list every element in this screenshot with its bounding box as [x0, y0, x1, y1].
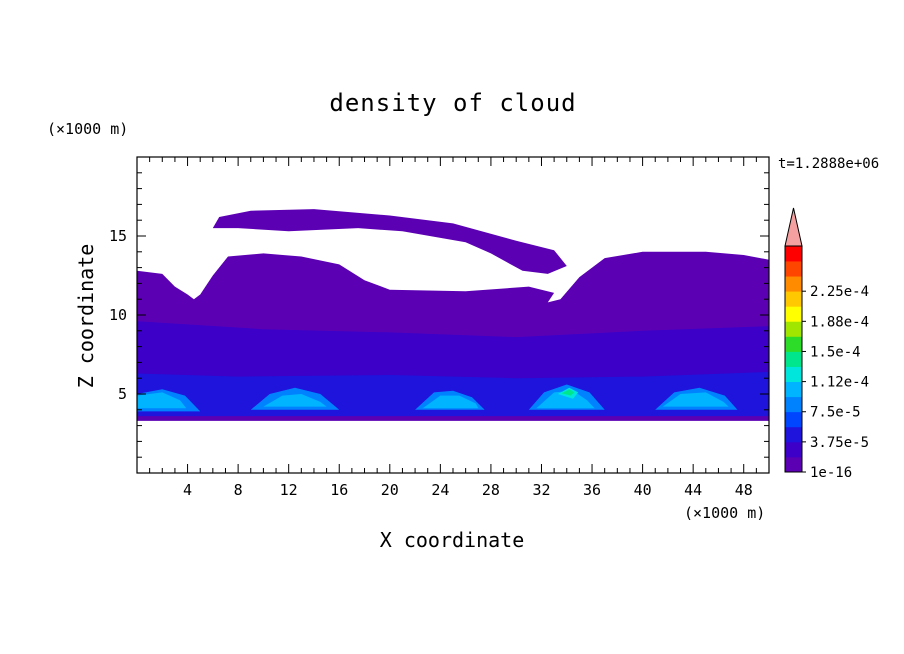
colorbar-segment — [785, 426, 802, 443]
x-tick-label: 32 — [532, 481, 550, 499]
colorbar-segment — [785, 351, 802, 367]
colorbar-segment — [785, 381, 802, 398]
x-tick-label: 16 — [330, 481, 348, 499]
x-unit-label: (×1000 m) — [684, 504, 765, 522]
x-tick-label: 8 — [234, 481, 243, 499]
x-tick-label: 24 — [431, 481, 449, 499]
chart-title: density of cloud — [329, 89, 576, 117]
colorbar-label: 3.75e-5 — [810, 435, 869, 451]
colorbar-overflow-arrow — [784, 207, 803, 247]
colorbar-segment — [785, 441, 802, 458]
colorbar-segment — [785, 321, 802, 337]
y-axis-label: Z coordinate — [74, 244, 98, 389]
colorbar-segment — [785, 276, 802, 292]
colorbar-label: 1e-16 — [810, 465, 852, 481]
time-label: t=1.2888e+06 — [778, 156, 879, 172]
cloud-region-11 — [422, 395, 479, 409]
x-tick-label: 48 — [735, 481, 753, 499]
x-tick-label: 40 — [634, 481, 652, 499]
y-tick-label: 10 — [109, 306, 127, 324]
x-axis-label: X coordinate — [380, 528, 525, 552]
colorbar-label: 1.5e-4 — [810, 344, 861, 360]
x-tick-label: 4 — [183, 481, 192, 499]
x-tick-label: 12 — [280, 481, 298, 499]
y-axis: 5 10 15 — [109, 172, 769, 458]
colorbar-label: 1.12e-4 — [810, 375, 869, 391]
colorbar-label: 2.25e-4 — [810, 284, 869, 300]
colorbar-segment — [785, 366, 802, 382]
y-unit-label: (×1000 m) — [47, 120, 128, 138]
colorbar-segment — [785, 396, 802, 413]
cloud-region-2 — [137, 321, 769, 388]
colorbar-segment — [785, 246, 802, 262]
x-tick-label: 28 — [482, 481, 500, 499]
cloud-region-12 — [536, 390, 595, 409]
cloud-region-13 — [662, 392, 729, 407]
colorbar: 1e-16 3.75e-5 7.5e-5 1.12e-4 1.5e-4 1.88e-4 2.… — [784, 207, 869, 481]
y-tick-label: 5 — [118, 385, 127, 403]
colorbar-segment — [785, 456, 802, 473]
colorbar-label: 1.88e-4 — [810, 314, 869, 330]
cloud-region-0 — [212, 209, 567, 274]
colorbar-segment — [785, 306, 802, 322]
x-tick-label: 44 — [684, 481, 702, 499]
colorbar-segment — [785, 291, 802, 307]
colorbar-label: 7.5e-5 — [810, 405, 861, 421]
y-tick-label: 15 — [109, 227, 127, 245]
x-axis: 4 8 12 16 20 24 28 32 36 40 44 48 — [149, 157, 757, 499]
cloud-region-9 — [137, 392, 187, 409]
x-tick-label: 20 — [381, 481, 399, 499]
x-tick-label: 36 — [583, 481, 601, 499]
cloud-region-10 — [263, 394, 327, 407]
colorbar-segment — [785, 261, 802, 277]
colorbar-segment — [785, 411, 802, 428]
colorbar-segment — [785, 336, 802, 352]
plot-area — [137, 209, 769, 421]
cloud-region-15 — [561, 389, 575, 396]
